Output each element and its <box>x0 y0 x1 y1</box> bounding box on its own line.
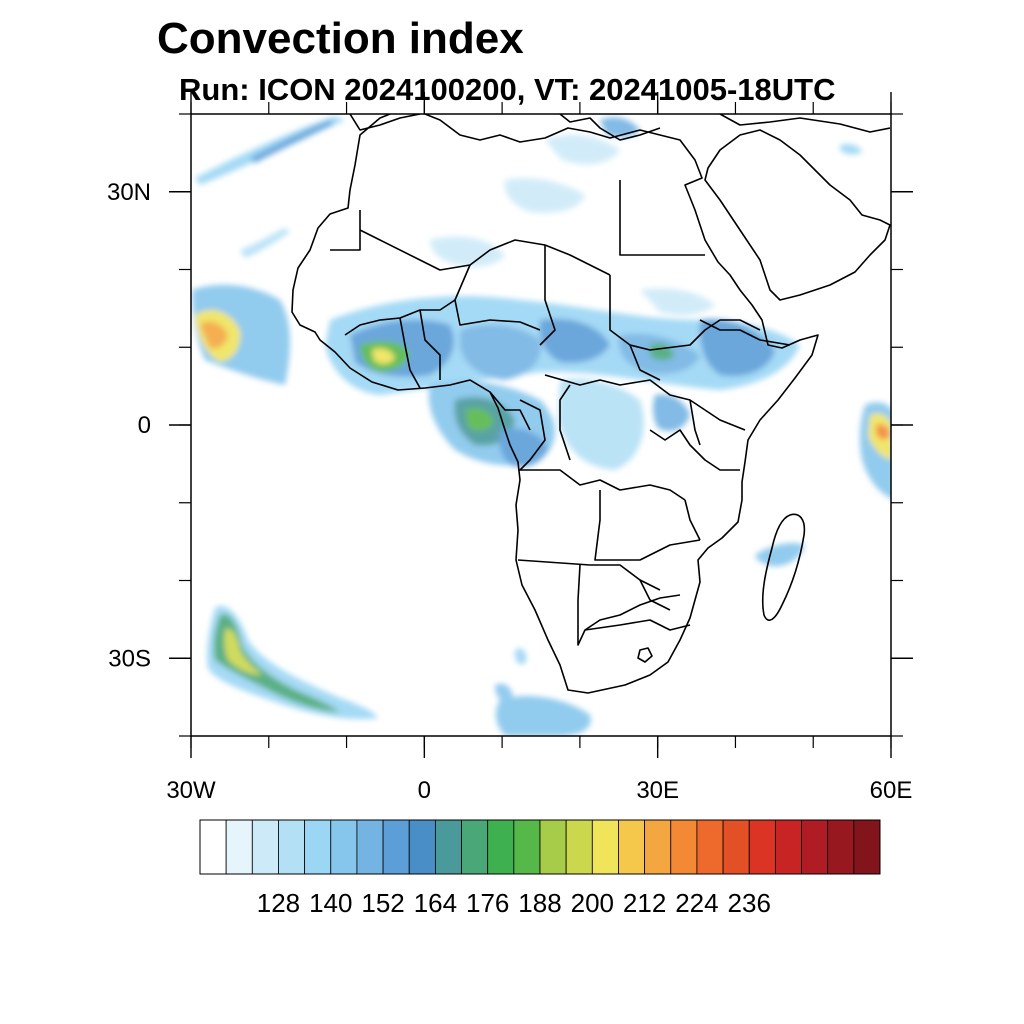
colorbar-frame <box>199 819 881 875</box>
colorbar-label: 164 <box>414 888 457 918</box>
colorbar-label: 188 <box>518 888 561 918</box>
colorbar-box <box>304 819 332 875</box>
colorbar-box <box>618 819 646 875</box>
colorbar-box <box>382 819 410 875</box>
colorbar-box <box>853 819 881 875</box>
colorbar-box <box>251 819 279 875</box>
colorbar-box <box>591 819 619 875</box>
colorbar-box <box>748 819 776 875</box>
chart-title: Convection index <box>157 14 524 63</box>
convection-field <box>192 116 891 736</box>
colorbar-box <box>356 819 384 875</box>
colorbar-box <box>278 819 306 875</box>
y-tick-label: 0 <box>138 412 151 439</box>
x-tick-label: 30W <box>166 777 216 804</box>
colorbar-box <box>722 819 750 875</box>
colorbar-box <box>408 819 436 875</box>
colorbar-box <box>670 819 698 875</box>
y-tick-label: 30S <box>108 645 151 672</box>
colorbar-label: 200 <box>571 888 614 918</box>
coastlines <box>291 114 891 694</box>
colorbar-box <box>434 819 462 875</box>
colorbar-label: 236 <box>728 888 771 918</box>
colorbar-box <box>199 819 227 875</box>
colorbar-label: 152 <box>361 888 404 918</box>
x-tick-label: 60E <box>870 777 913 804</box>
colorbar-box <box>461 819 489 875</box>
colorbar-box <box>330 819 358 875</box>
colorbar-box <box>827 819 855 875</box>
x-tick-label: 0 <box>418 777 431 804</box>
colorbar-box <box>539 819 567 875</box>
colorbar-box <box>487 819 515 875</box>
x-tick-label: 30E <box>636 777 679 804</box>
colorbar-label: 176 <box>466 888 509 918</box>
map-ticks: 30W 0 30E 60E 30N 0 30S <box>107 92 913 804</box>
colorbar-box <box>513 819 541 875</box>
chart-subtitle: Run: ICON 2024100200, VT: 20241005-18UTC <box>179 72 836 107</box>
y-tick-label: 30N <box>107 179 151 206</box>
colorbar-box <box>565 819 593 875</box>
colorbar-label: 212 <box>623 888 666 918</box>
colorbar-box <box>774 819 802 875</box>
colorbar-label: 140 <box>309 888 352 918</box>
colorbar: 128 140 152 164 176 188 200 212 224 236 <box>199 819 881 918</box>
colorbar-label: 128 <box>257 888 300 918</box>
colorbar-box <box>801 819 829 875</box>
colorbar-box <box>644 819 672 875</box>
colorbar-box <box>225 819 253 875</box>
colorbar-label: 224 <box>675 888 718 918</box>
colorbar-box <box>696 819 724 875</box>
